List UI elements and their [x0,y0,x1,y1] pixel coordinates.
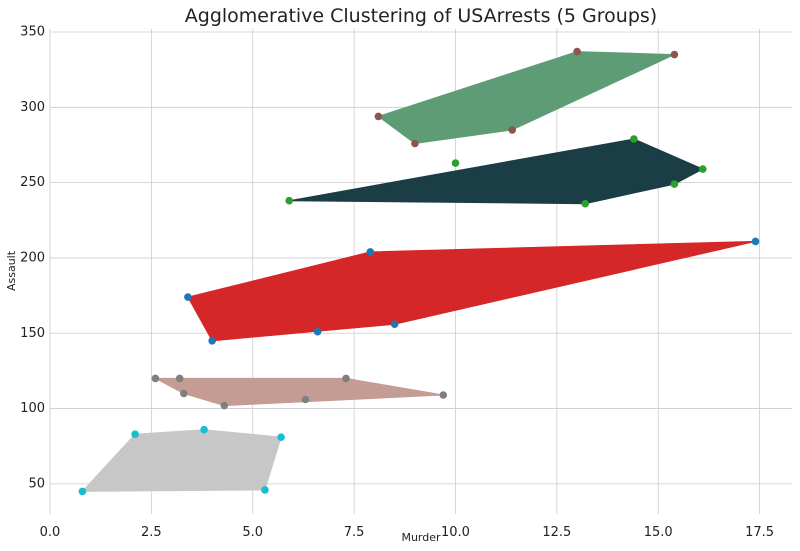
x-tick-label: 17.5 [745,525,774,540]
cluster-4-point [151,374,160,383]
data-points [78,47,760,496]
x-tick-label: 2.5 [141,525,162,540]
cluster-3-point [751,237,760,246]
y-tick-label: 100 [20,401,45,416]
cluster-3-point [390,320,399,329]
cluster-2-point [581,199,589,208]
cluster-hull-4 [155,377,444,407]
cluster-1-point [374,112,383,121]
cluster-4-point [342,374,350,383]
cluster-3-point [313,327,322,336]
cluster-5-point [131,430,139,439]
cluster-1-point [670,50,679,59]
cluster-3-point [184,293,192,301]
cluster-2-point [285,196,294,205]
y-tick-label: 300 [20,100,45,115]
x-axis-label: Murder [401,531,441,544]
x-tick-label: 12.5 [542,525,571,540]
cluster-3-point [208,337,216,345]
cluster-4-point [439,391,448,399]
y-tick-label: 50 [28,476,45,491]
cluster-1-point [411,139,419,148]
cluster-5-point [200,425,208,434]
x-tick-label: 0.0 [40,525,61,540]
cluster-4-point [180,389,188,398]
cluster-hull-5 [81,429,282,492]
x-tick-label: 10.0 [441,525,470,540]
cluster-1-point [573,47,581,56]
cluster-5-point [78,487,87,496]
y-tick-labels: 50 100 150 200 250 300 350 [20,25,45,492]
cluster-5-point [277,433,285,442]
cluster-3-point [366,248,375,256]
cluster-hull-3 [187,240,756,342]
y-tick-label: 200 [20,250,45,265]
x-tick-labels: 0.0 2.5 5.0 7.5 10.0 12.5 15.0 17.5 [40,525,774,540]
cluster-5-point [261,486,269,494]
cluster-2-point [670,180,679,188]
cluster-4-point [175,374,184,383]
y-tick-label: 350 [20,25,45,40]
chart-title: Agglomerative Clustering of USArrests (5… [185,5,657,27]
y-tick-label: 250 [20,175,45,190]
cluster-4-point [220,401,229,410]
cluster-hull-2 [289,138,704,205]
y-axis-label: Assault [5,250,18,291]
cluster-1-point [508,126,516,134]
x-tick-label: 5.0 [242,525,263,540]
cluster-hull-1 [377,51,675,145]
cluster-2-point [699,165,707,173]
x-tick-label: 15.0 [644,525,673,540]
cluster-hulls [81,51,756,492]
cluster-4-point [301,395,310,404]
y-tick-label: 150 [20,326,45,341]
cluster-2-point [451,159,460,167]
cluster-2-point [630,135,638,143]
x-tick-label: 7.5 [344,525,365,540]
